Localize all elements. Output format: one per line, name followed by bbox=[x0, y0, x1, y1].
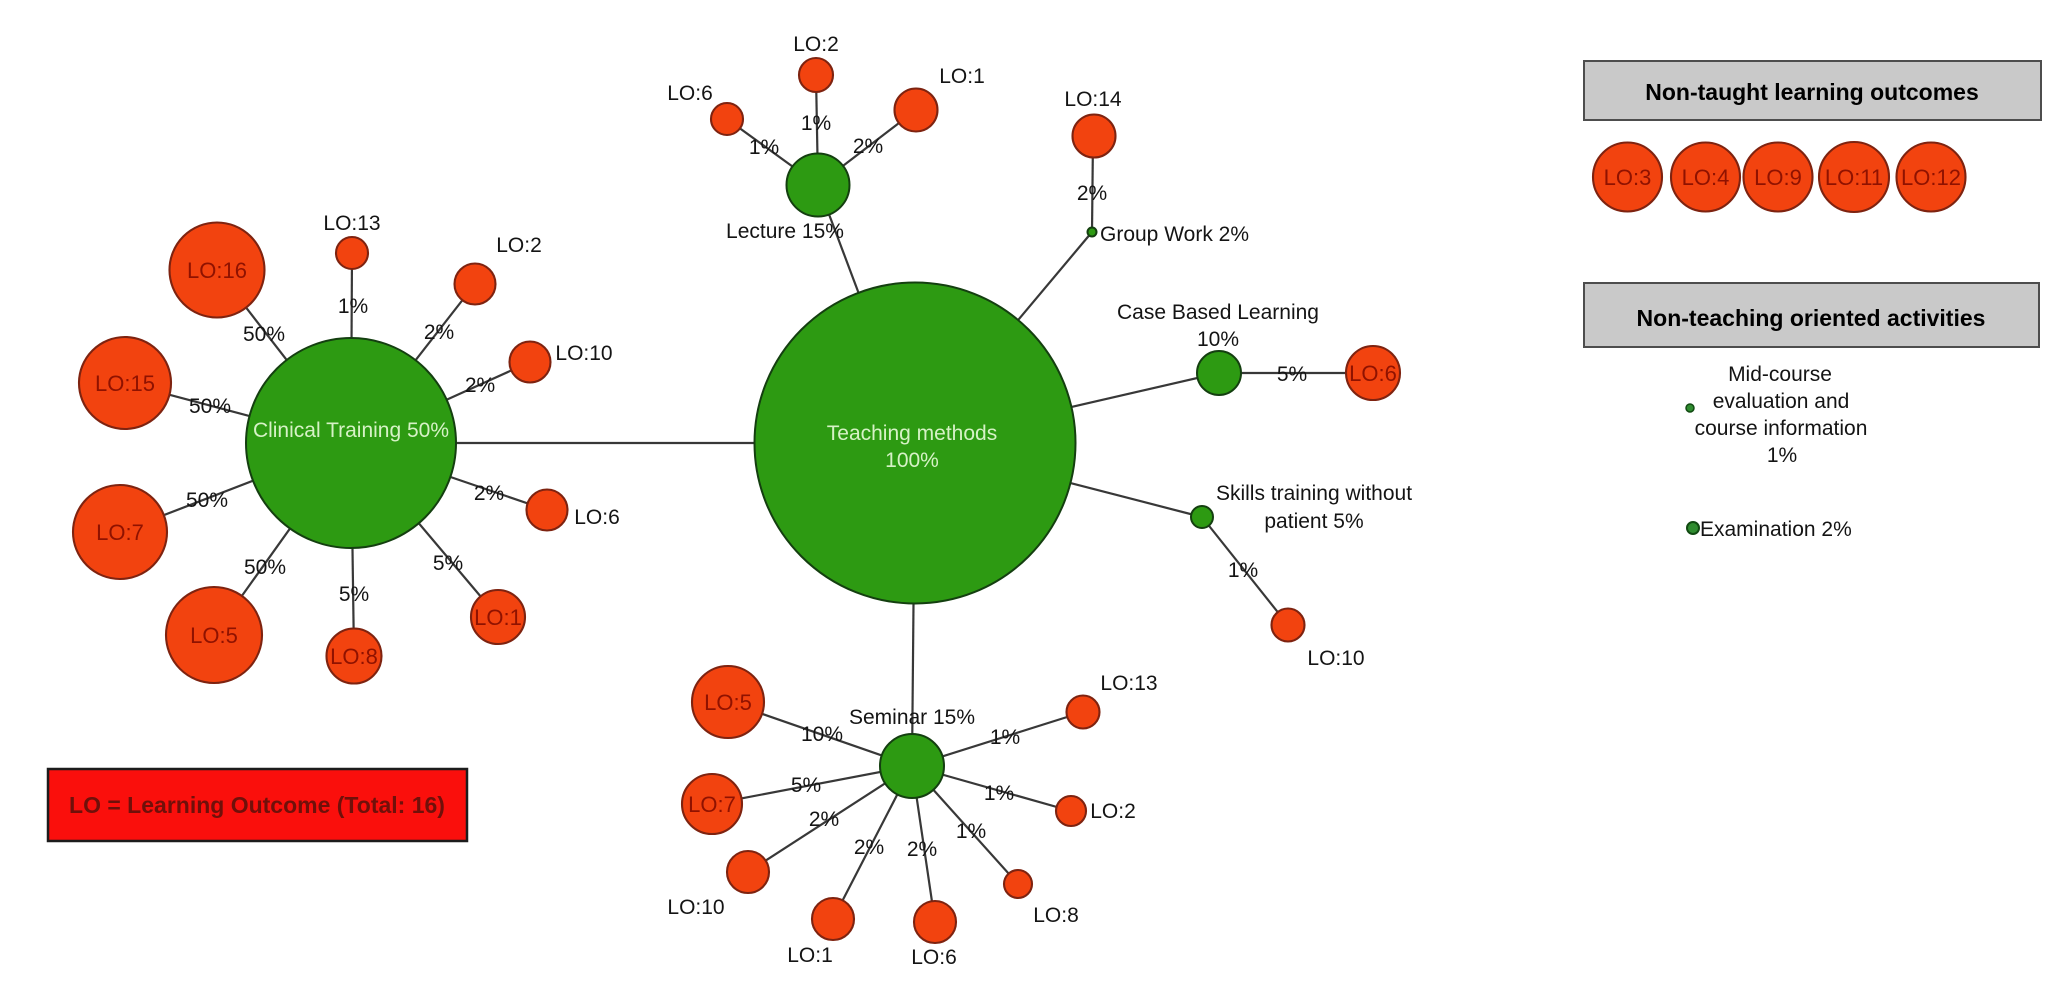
svg-text:LO:8: LO:8 bbox=[330, 644, 378, 669]
svg-text:LO:10: LO:10 bbox=[667, 896, 724, 919]
svg-text:1%: 1% bbox=[1228, 559, 1258, 582]
svg-text:patient 5%: patient 5% bbox=[1264, 510, 1363, 533]
svg-text:1%: 1% bbox=[984, 782, 1014, 805]
svg-text:LO:1: LO:1 bbox=[787, 944, 833, 967]
svg-text:50%: 50% bbox=[243, 323, 285, 346]
svg-text:LO:6: LO:6 bbox=[574, 506, 620, 529]
svg-text:2%: 2% bbox=[854, 836, 884, 859]
svg-text:LO:6: LO:6 bbox=[667, 82, 713, 105]
svg-text:Non-teaching oriented activiti: Non-teaching oriented activities bbox=[1637, 305, 1986, 331]
svg-text:LO:5: LO:5 bbox=[704, 690, 752, 715]
svg-text:5%: 5% bbox=[433, 552, 463, 575]
svg-text:LO:6: LO:6 bbox=[911, 946, 957, 969]
svg-text:1%: 1% bbox=[338, 295, 368, 318]
svg-text:50%: 50% bbox=[186, 489, 228, 512]
svg-text:Mid-course: Mid-course bbox=[1728, 363, 1832, 386]
svg-text:LO:13: LO:13 bbox=[1100, 672, 1157, 695]
svg-text:LO:14: LO:14 bbox=[1064, 88, 1122, 111]
svg-text:LO:6: LO:6 bbox=[1349, 361, 1397, 386]
svg-text:100%: 100% bbox=[885, 449, 939, 472]
svg-text:LO:1: LO:1 bbox=[939, 65, 985, 88]
svg-text:evaluation and: evaluation and bbox=[1713, 390, 1850, 413]
svg-text:50%: 50% bbox=[244, 556, 286, 579]
svg-text:5%: 5% bbox=[339, 583, 369, 606]
svg-text:course information: course information bbox=[1695, 417, 1868, 440]
svg-text:LO:10: LO:10 bbox=[555, 342, 612, 365]
svg-text:Clinical Training 50%: Clinical Training 50% bbox=[253, 419, 449, 442]
svg-text:Lecture 15%: Lecture 15% bbox=[726, 220, 844, 243]
svg-text:5%: 5% bbox=[791, 774, 821, 797]
svg-text:LO:12: LO:12 bbox=[1901, 165, 1961, 190]
svg-text:LO:1: LO:1 bbox=[474, 605, 522, 630]
svg-text:LO:15: LO:15 bbox=[95, 371, 155, 396]
svg-text:2%: 2% bbox=[1077, 182, 1107, 205]
svg-text:LO:5: LO:5 bbox=[190, 623, 238, 648]
svg-text:1%: 1% bbox=[956, 820, 986, 843]
svg-text:2%: 2% bbox=[474, 482, 504, 505]
svg-text:Examination 2%: Examination 2% bbox=[1700, 518, 1852, 541]
svg-text:Seminar 15%: Seminar 15% bbox=[849, 706, 975, 729]
svg-text:LO:13: LO:13 bbox=[323, 212, 380, 235]
svg-text:LO:3: LO:3 bbox=[1604, 165, 1652, 190]
svg-text:LO:2: LO:2 bbox=[1090, 800, 1136, 823]
svg-text:2%: 2% bbox=[465, 374, 495, 397]
svg-text:LO:16: LO:16 bbox=[187, 258, 247, 283]
svg-text:50%: 50% bbox=[189, 395, 231, 418]
svg-text:LO:4: LO:4 bbox=[1682, 165, 1730, 190]
svg-text:10%: 10% bbox=[801, 723, 843, 746]
svg-text:Group Work 2%: Group Work 2% bbox=[1100, 223, 1249, 246]
svg-text:LO:9: LO:9 bbox=[1754, 165, 1802, 190]
svg-text:1%: 1% bbox=[1767, 444, 1797, 467]
svg-text:LO:2: LO:2 bbox=[793, 33, 839, 56]
svg-text:Teaching methods: Teaching methods bbox=[827, 422, 997, 445]
svg-text:1%: 1% bbox=[801, 112, 831, 135]
svg-text:1%: 1% bbox=[990, 726, 1020, 749]
svg-text:LO = Learning Outcome (Total:: LO = Learning Outcome (Total: 16) bbox=[69, 792, 445, 818]
svg-text:LO:2: LO:2 bbox=[496, 234, 542, 257]
svg-text:Case Based Learning: Case Based Learning bbox=[1117, 301, 1319, 324]
svg-text:LO:11: LO:11 bbox=[1825, 165, 1883, 190]
svg-text:Skills training without: Skills training without bbox=[1216, 482, 1412, 505]
svg-text:1%: 1% bbox=[749, 136, 779, 159]
svg-text:LO:7: LO:7 bbox=[688, 792, 736, 817]
svg-text:2%: 2% bbox=[853, 135, 883, 158]
svg-text:10%: 10% bbox=[1197, 328, 1239, 351]
svg-text:LO:7: LO:7 bbox=[96, 520, 144, 545]
svg-text:5%: 5% bbox=[1277, 363, 1307, 386]
svg-text:2%: 2% bbox=[809, 808, 839, 831]
svg-text:2%: 2% bbox=[424, 321, 454, 344]
svg-text:LO:10: LO:10 bbox=[1307, 647, 1364, 670]
svg-text:2%: 2% bbox=[907, 838, 937, 861]
svg-text:LO:8: LO:8 bbox=[1033, 904, 1079, 927]
svg-text:Non-taught learning outcomes: Non-taught learning outcomes bbox=[1645, 79, 1979, 105]
